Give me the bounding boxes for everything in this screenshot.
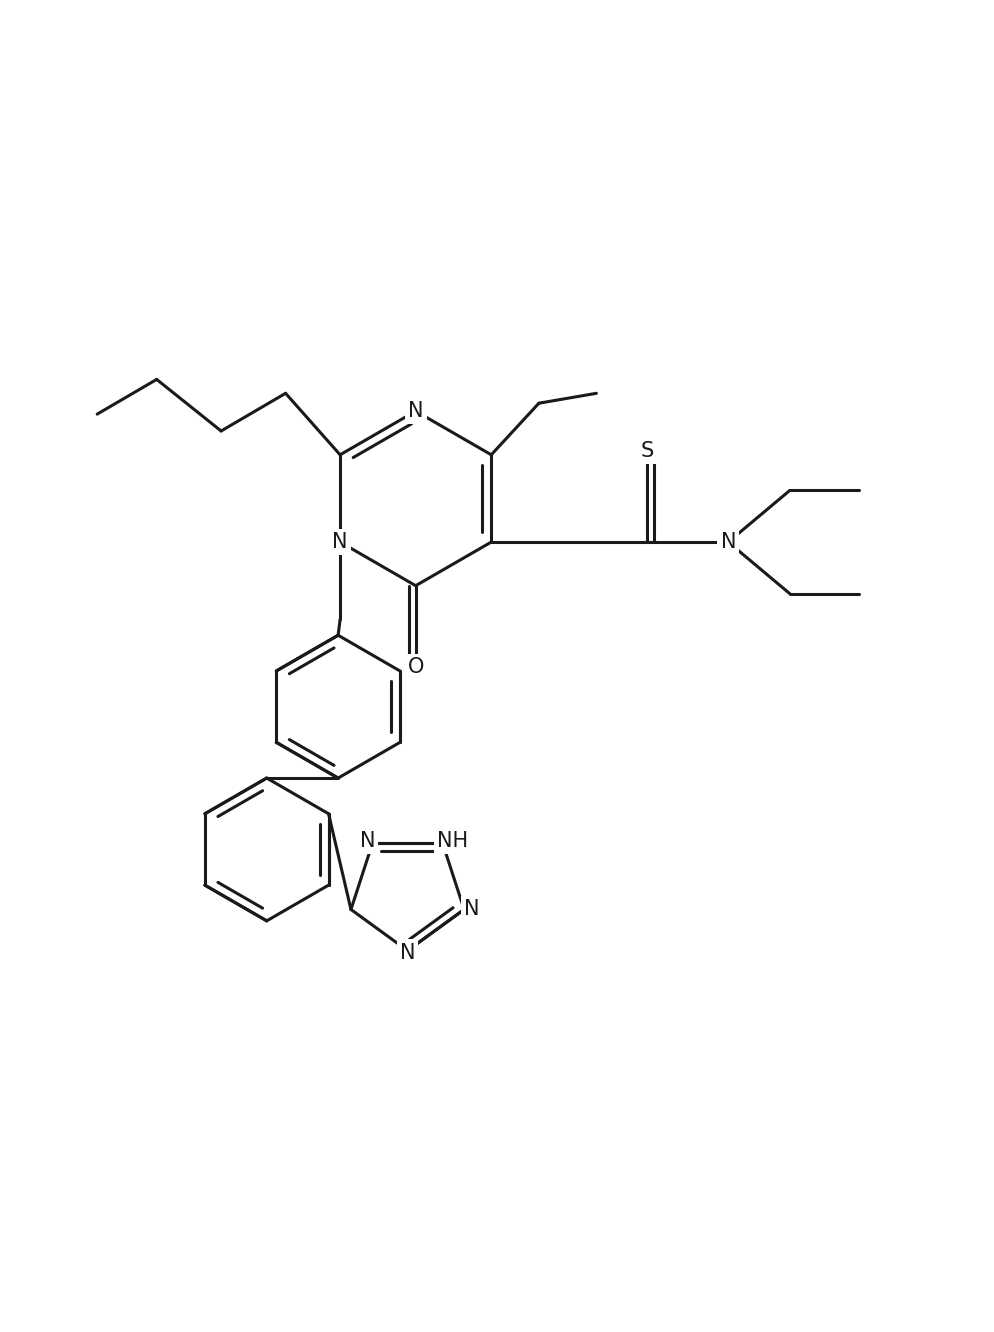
Text: N: N xyxy=(721,531,736,551)
Text: NH: NH xyxy=(437,831,468,851)
Text: N: N xyxy=(464,899,480,919)
Text: N: N xyxy=(332,531,348,551)
Text: N: N xyxy=(400,943,415,963)
Text: N: N xyxy=(408,401,423,421)
Text: O: O xyxy=(408,657,423,677)
Text: S: S xyxy=(640,441,654,461)
Text: N: N xyxy=(360,831,376,851)
